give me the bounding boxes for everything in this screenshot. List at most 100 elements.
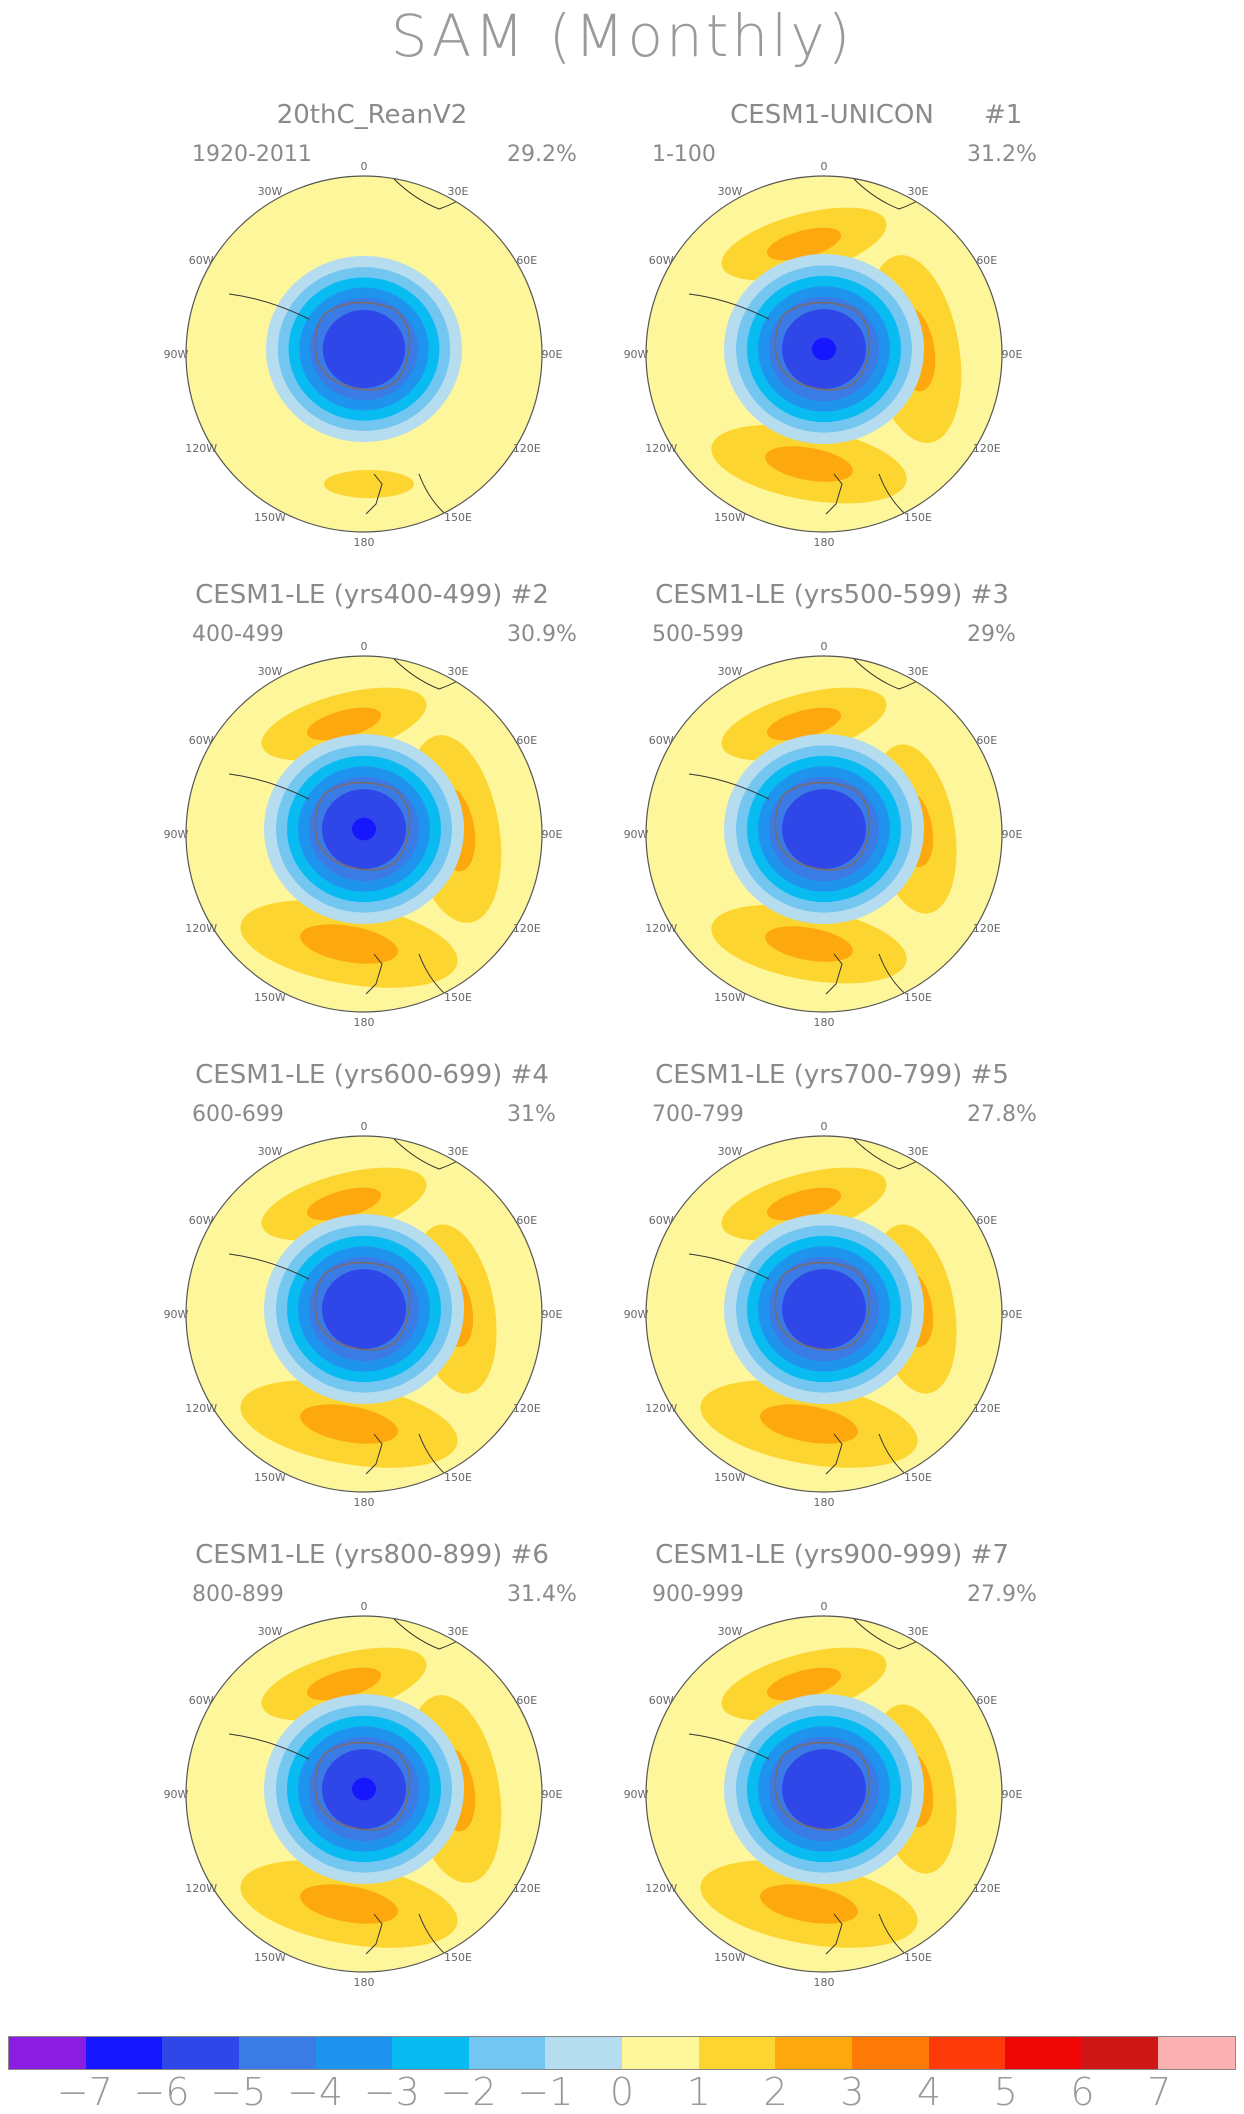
longitude-label: 180 [354,1976,375,1989]
longitude-label: 30W [258,665,283,678]
panel-variance: 27.9% [967,1582,1037,1607]
panel-title: CESM1-LE (yrs400-499) #2 [195,580,549,610]
map-panel: CESM1-LE (yrs800-899) #6 800-899 31.4% 0 30E… [164,1540,732,2010]
panel-variance: 29.2% [507,142,577,167]
colorbar-swatch [775,2037,852,2069]
longitude-label: 0 [361,640,368,653]
longitude-label: 90W [164,1788,189,1801]
colorbar-tick-label: −5 [210,2070,267,2114]
positive-anomaly-core [760,1404,858,1444]
longitude-label: 60W [189,734,214,747]
new-zealand-coastline [825,1913,843,1955]
map-border [185,655,543,1013]
colorbar-tick-label: −4 [286,2070,344,2114]
panel-variance: 31.4% [507,1582,577,1607]
longitude-label: 90E [542,1788,563,1801]
longitude-label: 90E [1002,828,1023,841]
longitude-label: 180 [354,1496,375,1509]
longitude-label: 180 [354,536,375,549]
longitude-label: 120W [645,1402,677,1415]
longitude-label: 120W [185,1402,217,1415]
colorbar-swatch [1158,2037,1235,2069]
map-border [645,175,1003,533]
longitude-label: 150E [444,1951,472,1964]
new-zealand-coastline [825,953,843,995]
positive-anomaly-core [306,1667,382,1701]
panel-variance: 29% [967,622,1016,647]
polar-map: 0 30E 60E 90E 120E 150E 180 150W 120W 90W 60W 30W [624,1600,1023,1989]
positive-anomaly-core [300,924,398,964]
panel-years: 700-799 [652,1102,744,1127]
colorbar-swatch [9,2037,86,2069]
longitude-label: 60W [649,734,674,747]
map-border [645,1615,1003,1973]
longitude-label: 180 [814,536,835,549]
colorbar-swatch [698,2037,776,2069]
colorbar-swatch [1005,2037,1082,2069]
longitude-label: 0 [821,160,828,173]
longitude-label: 60E [976,1694,997,1707]
colorbar-swatch [162,2037,239,2069]
longitude-label: 60E [976,1214,997,1227]
polar-map: 0 30E 60E 90E 120E 150E 180 150W 120W 90W 60W 30W [624,640,1023,1029]
negative-anomaly-ring [812,337,836,361]
colorbar-tick-label: 4 [916,2070,942,2114]
colorbar-tick-label: −2 [440,2070,497,2114]
new-zealand-coastline [825,473,843,515]
longitude-label: 90E [542,828,563,841]
map-border [185,1615,543,1973]
longitude-label: 30E [908,1145,929,1158]
colorbar-tick-label: −3 [363,2070,420,2114]
figure-title: SAM (Monthly) [390,2,854,70]
new-zealand-coastline [365,953,383,995]
longitude-label: 30W [718,665,743,678]
colorbar-swatch [545,2037,622,2069]
longitude-label: 90W [164,348,189,361]
panel-title: CESM1-LE (yrs700-799) #5 [655,1060,1009,1090]
colorbar-swatch [392,2037,469,2069]
panel-years: 1920-2011 [192,142,312,167]
colorbar-swatch [85,2037,163,2069]
polar-map: 0 30E 60E 90E 120E 150E 180 150W 120W 90W 60W 30W [164,1600,563,1989]
colorbar-tick-label: −7 [56,2070,113,2114]
longitude-label: 120E [973,922,1001,935]
longitude-label: 120E [513,442,541,455]
longitude-label: 60E [516,1694,537,1707]
south-america-coastline [228,1733,310,1760]
map-panel: CESM1-LE (yrs900-999) #7 900-999 27.9% 0 30E… [624,1540,1192,2010]
longitude-label: 60E [976,254,997,267]
colorbar-swatch [238,2037,316,2069]
longitude-label: 60E [516,734,537,747]
panel-years: 600-699 [192,1102,284,1127]
longitude-label: 0 [361,1600,368,1613]
longitude-label: 120E [513,1402,541,1415]
colorbar-labels: −7 −6 −5 −4 −3 −2 −1 0 1 2 3 4 5 6 7 [8,2070,1236,2114]
longitude-label: 30W [258,1145,283,1158]
positive-anomaly-core [300,1404,398,1444]
longitude-label: 90E [542,1308,563,1321]
positive-anomaly-core [766,1187,842,1221]
positive-anomaly-core [765,446,853,482]
longitude-label: 90W [164,828,189,841]
polar-map: 0 30E 60E 90E 120E 150E 180 150W 120W 90W 60W 30W [164,1120,563,1509]
longitude-label: 60W [649,1214,674,1227]
colorbar-tick-label: 0 [609,2070,635,2114]
colorbar-swatch [622,2037,699,2069]
longitude-label: 180 [354,1016,375,1029]
colorbar-tick-label: 6 [1070,2070,1095,2114]
positive-anomaly-core [306,707,382,741]
panel-number: #1 [984,100,1023,130]
longitude-label: 150E [904,511,932,524]
panel-years: 900-999 [652,1582,744,1607]
antarctica-coastline [774,781,871,871]
longitude-label: 120W [185,442,217,455]
panel-variance: 31.2% [967,142,1037,167]
positive-anomaly-core [766,1667,842,1701]
longitude-label: 60E [976,734,997,747]
antarctica-coastline [314,301,411,391]
longitude-label: 30E [448,1625,469,1638]
map-border [185,1135,543,1493]
negative-anomaly-ring [352,817,376,841]
map-panel: CESM1-LE (yrs600-699) #4 600-699 31% 0 30E 60… [164,1060,732,1530]
longitude-label: 90E [1002,1788,1023,1801]
